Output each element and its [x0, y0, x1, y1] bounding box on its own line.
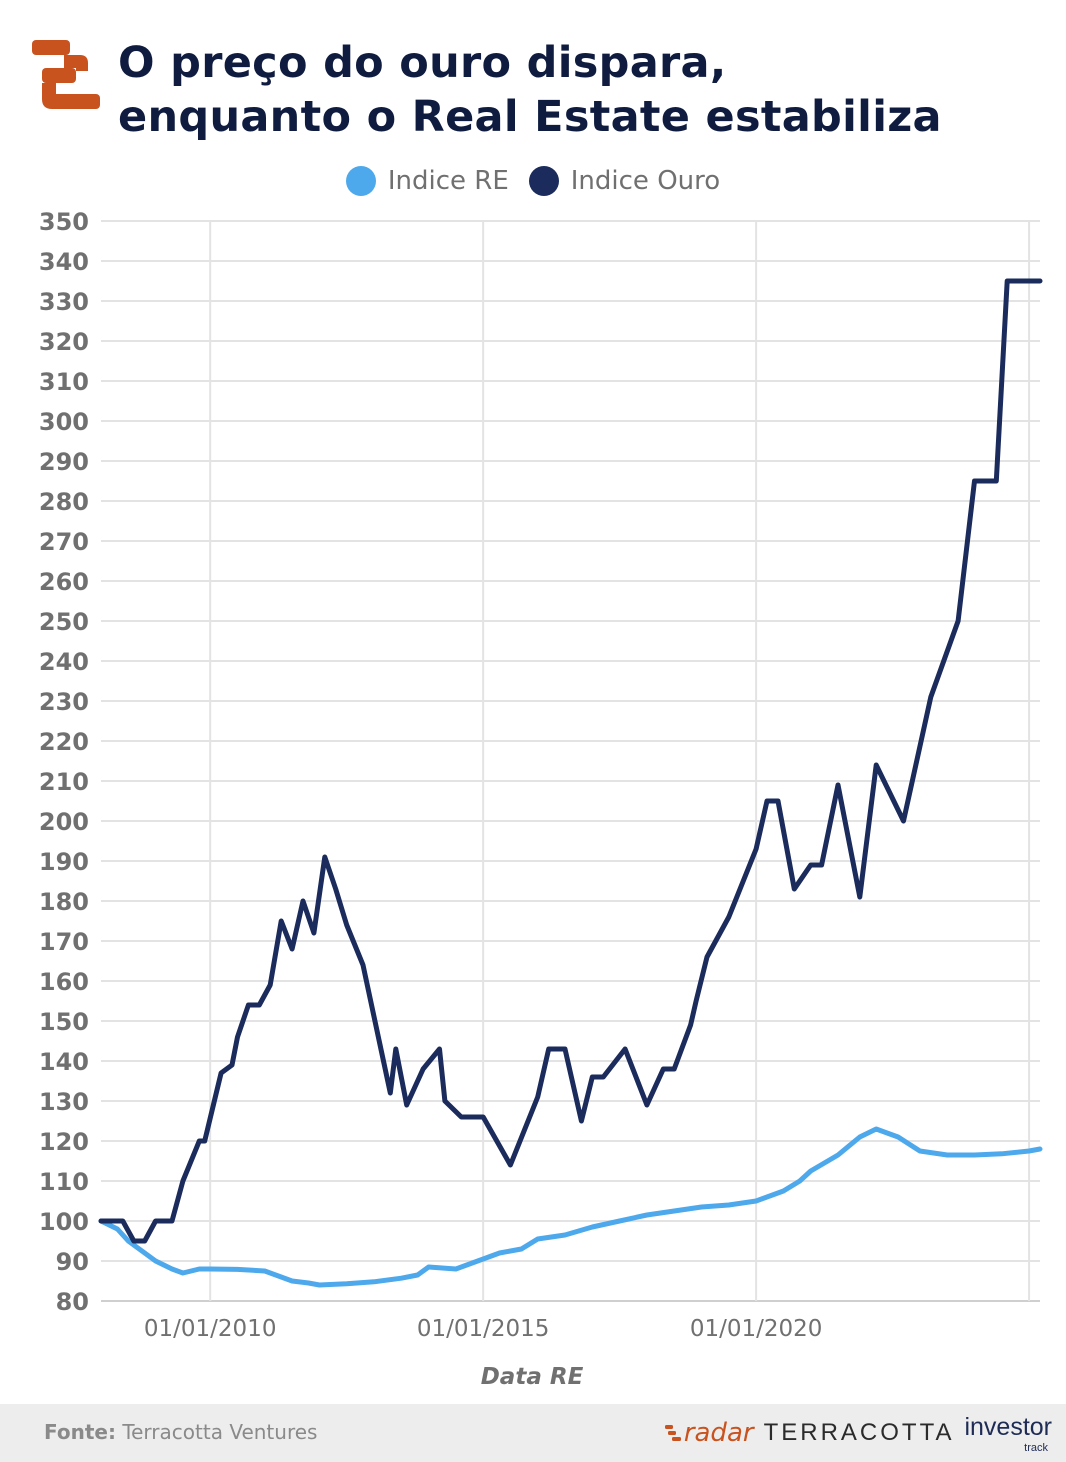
track-wordmark: track — [1024, 1442, 1048, 1454]
investor-wordmark: investor — [964, 1413, 1052, 1441]
y-tick-label: 200 — [39, 808, 89, 836]
y-tick-label: 350 — [39, 208, 89, 236]
y-tick-label: 170 — [39, 928, 89, 956]
source-value: Terracotta Ventures — [122, 1420, 318, 1444]
source-label: Fonte: — [44, 1420, 116, 1444]
chart-title: O preço do ouro dispara, enquanto o Real… — [118, 38, 942, 142]
brand-logos: radar TERRACOTTA investor track — [664, 1412, 1052, 1454]
y-tick-label: 270 — [39, 528, 89, 556]
y-tick-label: 210 — [39, 768, 89, 796]
terracotta-logo-icon — [32, 40, 100, 109]
x-axis-label: Data RE — [481, 1364, 584, 1390]
x-tick-label: 01/01/2010 — [144, 1316, 277, 1342]
y-tick-label: 300 — [39, 408, 89, 436]
y-tick-label: 140 — [39, 1048, 89, 1076]
line-chart: 80 90 100 110 120 130 140 150 160 170 180 190 200 210… — [39, 208, 1043, 1390]
y-tick-label: 80 — [56, 1288, 89, 1316]
y-tick-label: 180 — [39, 888, 89, 916]
legend-item-re[interactable]: Indice RE — [345, 166, 509, 196]
legend-swatch-re — [345, 166, 376, 196]
x-gridlines — [209, 221, 1031, 1301]
radar-mark-icon — [664, 1425, 681, 1441]
y-tick-label: 150 — [39, 1008, 89, 1036]
y-tick-label: 110 — [39, 1168, 89, 1196]
y-tick-label: 280 — [39, 488, 89, 516]
x-tick-label: 01/01/2020 — [690, 1316, 823, 1342]
radar-wordmark: radar — [683, 1418, 754, 1448]
radar-logo: radar — [664, 1418, 754, 1448]
y-tick-label: 240 — [39, 648, 89, 676]
y-tick-label: 190 — [39, 848, 89, 876]
series-line-indice-ouro — [98, 278, 1043, 1244]
footer-bar: Fonte: Terracotta Ventures radar TERRACO… — [0, 1404, 1066, 1462]
x-axis-ticks: 01/01/2010 01/01/2015 01/01/2020 — [144, 1316, 823, 1342]
legend-label-ouro: Indice Ouro — [570, 166, 721, 196]
y-tick-label: 100 — [39, 1208, 89, 1236]
y-tick-label: 230 — [39, 688, 89, 716]
series-layer — [98, 278, 1043, 1288]
legend-item-ouro[interactable]: Indice Ouro — [528, 166, 721, 196]
y-tick-label: 260 — [39, 568, 89, 596]
y-tick-label: 330 — [39, 288, 89, 316]
y-tick-label: 340 — [39, 248, 89, 276]
source-note: Fonte: Terracotta Ventures — [44, 1420, 317, 1444]
chart-legend: Indice RE Indice Ouro — [0, 166, 1066, 196]
y-tick-label: 160 — [39, 968, 89, 996]
series-line-indice-re — [98, 1126, 1043, 1288]
terracotta-wordmark: TERRACOTTA — [763, 1419, 955, 1446]
legend-label-re: Indice RE — [387, 166, 509, 196]
investor-track-logo: investor track — [964, 1412, 1052, 1454]
y-tick-label: 250 — [39, 608, 89, 636]
y-gridlines — [101, 220, 1040, 1302]
y-tick-label: 220 — [39, 728, 89, 756]
y-tick-label: 290 — [39, 448, 89, 476]
y-tick-label: 120 — [39, 1128, 89, 1156]
y-tick-label: 320 — [39, 328, 89, 356]
y-tick-label: 90 — [56, 1248, 89, 1276]
x-tick-label: 01/01/2015 — [417, 1316, 550, 1342]
y-tick-label: 130 — [39, 1088, 89, 1116]
y-axis-ticks: 80 90 100 110 120 130 140 150 160 170 180 190 200 210… — [39, 208, 89, 1316]
y-tick-label: 310 — [39, 368, 89, 396]
legend-swatch-ouro — [528, 166, 559, 196]
